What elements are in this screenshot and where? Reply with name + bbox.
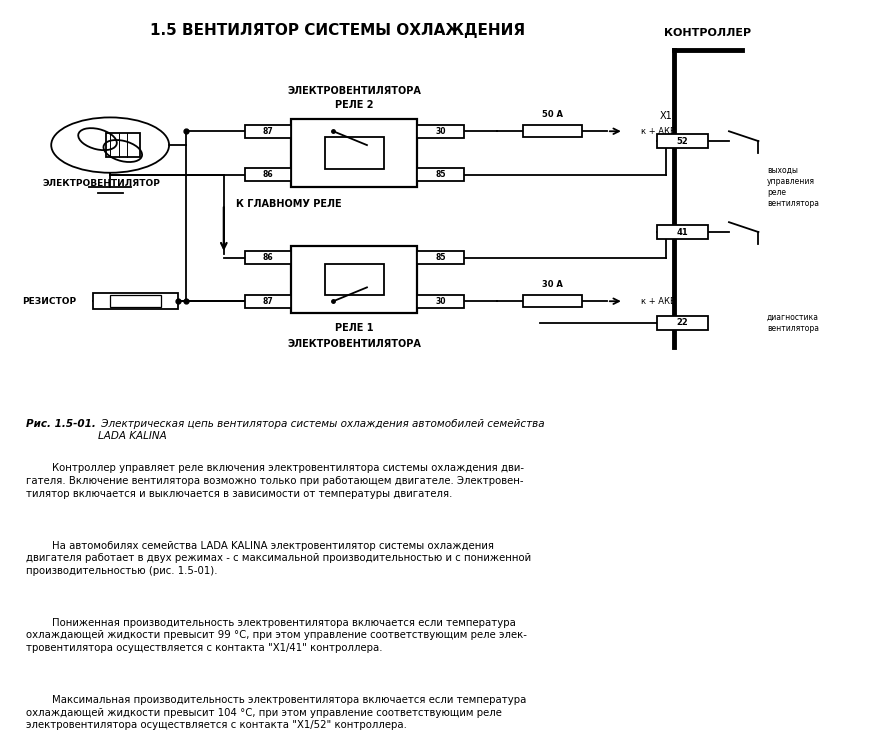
Text: 86: 86 [263, 253, 274, 262]
Text: РЕЛЕ 2: РЕЛЕ 2 [335, 100, 374, 110]
Text: РЕЛЕ 1: РЕЛЕ 1 [335, 323, 374, 333]
Text: 41: 41 [677, 228, 688, 236]
Bar [417, 295, 464, 307]
Text: 87: 87 [262, 127, 274, 135]
Bar [245, 251, 291, 264]
Text: К ГЛАВНОМУ РЕЛЕ: К ГЛАВНОМУ РЕЛЕ [237, 199, 342, 209]
Bar [106, 133, 139, 157]
Text: Контроллер управляет реле включения электровентилятора системы охлаждения дви-
г: Контроллер управляет реле включения элек… [26, 463, 524, 499]
Bar [111, 295, 160, 307]
Bar [523, 295, 581, 307]
Bar [324, 264, 384, 295]
Bar [417, 168, 464, 181]
Bar [93, 294, 177, 309]
Bar [417, 125, 464, 138]
Text: Рис. 1.5-01.: Рис. 1.5-01. [26, 419, 96, 430]
Bar [245, 125, 291, 138]
Bar [291, 246, 417, 313]
Text: к + АКБ: к + АКБ [640, 296, 675, 306]
Bar [658, 134, 708, 148]
Text: 30: 30 [435, 127, 446, 135]
Text: 86: 86 [263, 171, 274, 179]
Text: 50 А: 50 А [542, 111, 563, 119]
Text: Электрическая цепь вентилятора системы охлаждения автомобилей семейства
LADA KAL: Электрическая цепь вентилятора системы о… [97, 419, 544, 441]
Text: к + АКБ: к + АКБ [640, 127, 675, 135]
Text: Пониженная производительность электровентилятора включается если температура
охл: Пониженная производительность электровен… [26, 618, 527, 653]
Bar [245, 168, 291, 181]
Text: X1: X1 [660, 111, 672, 122]
Bar [291, 119, 417, 187]
Text: 87: 87 [262, 296, 274, 306]
Text: ЭЛЕКТРОВЕНТИЛЯТОРА: ЭЛЕКТРОВЕНТИЛЯТОРА [288, 86, 421, 96]
Text: КОНТРОЛЛЕР: КОНТРОЛЛЕР [665, 29, 752, 38]
Text: РЕЗИСТОР: РЕЗИСТОР [22, 296, 76, 306]
Bar [245, 295, 291, 307]
Text: ЭЛЕКТРОВЕНТИЛЯТОР: ЭЛЕКТРОВЕНТИЛЯТОР [43, 179, 160, 187]
Text: 30 А: 30 А [542, 280, 563, 289]
Text: На автомобилях семейства LADA KALINA электровентилятор системы охлаждения
двигат: На автомобилях семейства LADA KALINA эле… [26, 540, 531, 576]
Text: Максимальная производительность электровентилятора включается если температура
о: Максимальная производительность электров… [26, 695, 526, 731]
Text: диагностика
вентилятора: диагностика вентилятора [766, 313, 819, 333]
Text: 1.5 ВЕНТИЛЯТОР СИСТЕМЫ ОХЛАЖДЕНИЯ: 1.5 ВЕНТИЛЯТОР СИСТЕМЫ ОХЛАЖДЕНИЯ [150, 23, 525, 37]
Bar [324, 137, 384, 169]
Text: 85: 85 [435, 253, 446, 262]
Bar [658, 225, 708, 239]
Text: ЭЛЕКТРОВЕНТИЛЯТОРА: ЭЛЕКТРОВЕНТИЛЯТОРА [288, 339, 421, 348]
Bar [658, 316, 708, 330]
Text: 30: 30 [435, 296, 446, 306]
Text: выходы
управления
реле
вентилятора: выходы управления реле вентилятора [766, 165, 819, 208]
Bar [523, 125, 581, 137]
Text: 52: 52 [677, 137, 688, 146]
Text: 85: 85 [435, 171, 446, 179]
Text: 22: 22 [677, 318, 688, 327]
Bar [417, 251, 464, 264]
